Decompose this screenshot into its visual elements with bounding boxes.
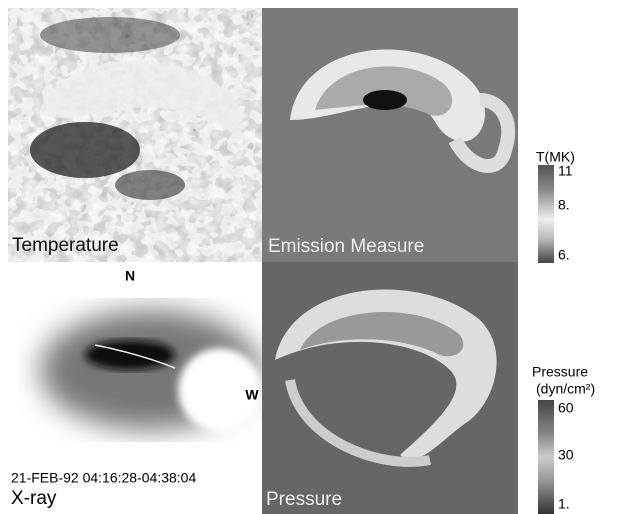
temperature-colorbar: T(MK) 11 8. 6. [536,149,575,263]
annotation: N [125,268,135,284]
panel-label: Pressure [266,489,342,510]
colorbar-tick: 60 [558,400,574,416]
figure: Temperature Emission Measure N W 21-FEB-… [0,0,619,514]
temperature-panel: Temperature [8,8,262,262]
colorbar-tick: 6. [558,247,570,263]
colorbar-tick: 8. [558,197,570,213]
x-ray-panel: N W 21-FEB-92 04:16:28-04:38:04 X-ray [8,262,262,514]
emission-measure-panel: Emission Measure [262,8,518,262]
pressure-panel: Pressure [262,262,518,514]
pressure-colorbar: Pressure (dyn/cm²) 60 30 1. [532,364,595,514]
colorbar-tick: 11 [558,163,573,179]
annotation: 21-FEB-92 04:16:28-04:38:04 [11,470,196,486]
panel-label: X-ray [11,488,57,509]
colorbar-title: Pressure [532,364,588,380]
colorbar-title: (dyn/cm²) [536,381,595,397]
colorbar-tick: 30 [558,447,574,463]
panel-label: Emission Measure [268,236,424,257]
colorbar-tick: 1. [558,496,570,512]
annotation: W [245,387,259,403]
panel-label: Temperature [12,235,119,256]
